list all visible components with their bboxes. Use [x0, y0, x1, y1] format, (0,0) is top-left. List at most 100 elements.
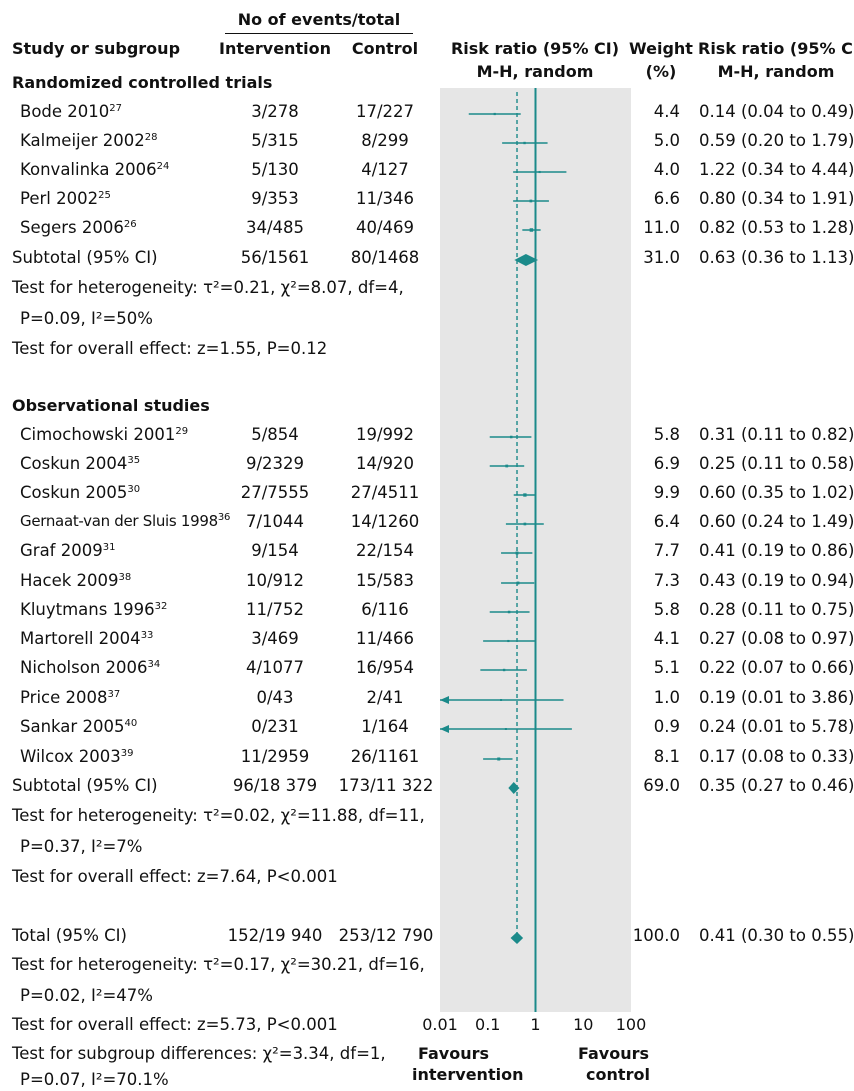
intervention-events: 27/7555 [215, 485, 335, 502]
study-weight: 5.0 [628, 133, 680, 150]
study-name: Cimochowski 200129 [20, 427, 188, 444]
study-name: Bode 201027 [20, 104, 122, 121]
point-estimate [508, 611, 511, 614]
study-risk-ratio: 0.19 (0.01 to 3.86) [699, 690, 854, 707]
risk-ratio-plot-subheader: M-H, random [438, 64, 632, 80]
subgroup-differences-test: Test for subgroup differences: χ²=3.34, … [12, 1046, 386, 1063]
study-name: Price 200837 [20, 690, 120, 707]
study-name: Konvalinka 200624 [20, 162, 169, 179]
point-estimate [517, 582, 520, 585]
study-risk-ratio: 0.59 (0.20 to 1.79) [699, 133, 854, 150]
study-name: Gernaat-van der Sluis 199836 [20, 514, 230, 529]
study-risk-ratio: 0.25 (0.11 to 0.58) [699, 456, 854, 473]
study-weight: 5.8 [628, 602, 680, 619]
control-events: 17/227 [340, 104, 430, 121]
control-events: 19/992 [340, 427, 430, 444]
subtotal-label: Subtotal (95% CI) [12, 250, 158, 267]
intervention-events: 0/43 [215, 690, 335, 707]
study-column-header: Study or subgroup [12, 41, 180, 57]
subtotal-control: 173/11 322 [336, 778, 436, 795]
point-estimate [530, 228, 533, 231]
point-estimate [516, 552, 519, 555]
study-risk-ratio: 0.17 (0.08 to 0.33) [699, 749, 854, 766]
control-events: 11/466 [340, 631, 430, 648]
study-risk-ratio: 1.22 (0.34 to 4.44) [699, 162, 854, 179]
intervention-events: 5/315 [215, 133, 335, 150]
study-name: Kalmeijer 200228 [20, 133, 158, 150]
study-weight: 11.0 [628, 220, 680, 237]
group-title-observational: Observational studies [12, 398, 210, 414]
axis-tick-label: 100 [616, 1015, 647, 1034]
control-events: 1/164 [340, 719, 430, 736]
total-weight: 100.0 [628, 928, 680, 945]
intervention-events: 0/231 [215, 719, 335, 736]
study-weight: 4.1 [628, 631, 680, 648]
study-risk-ratio: 0.60 (0.35 to 1.02) [699, 485, 854, 502]
risk-ratio-plot-header: Risk ratio (95% CI) [438, 41, 632, 57]
intervention-column-header: Intervention [215, 41, 335, 57]
axis-tick-label: 1 [530, 1015, 540, 1034]
intervention-events: 3/469 [215, 631, 335, 648]
subgroup-differences-test-p: P=0.07, I²=70.1% [20, 1072, 169, 1089]
heterogeneity-test-p: P=0.37, I²=7% [20, 839, 143, 856]
total-heterogeneity-test-p: P=0.02, I²=47% [20, 988, 153, 1005]
total-risk-ratio: 0.41 (0.30 to 0.55) [699, 928, 854, 945]
study-weight: 5.1 [628, 660, 680, 677]
point-estimate [503, 669, 505, 671]
study-risk-ratio: 0.82 (0.53 to 1.28) [699, 220, 854, 237]
study-name: Nicholson 200634 [20, 660, 160, 677]
risk-ratio-value-subheader: M-H, random [698, 64, 854, 80]
subtotal-risk-ratio: 0.35 (0.27 to 0.46) [699, 778, 854, 795]
study-risk-ratio: 0.60 (0.24 to 1.49) [699, 514, 854, 531]
study-name: Kluytmans 199632 [20, 602, 167, 619]
overall-effect-test: Test for overall effect: z=7.64, P<0.001 [12, 869, 338, 886]
intervention-events: 11/752 [215, 602, 335, 619]
favours-control-label-2: control [578, 1067, 658, 1083]
study-name: Segers 200626 [20, 220, 137, 237]
study-risk-ratio: 0.24 (0.01 to 5.78) [699, 719, 854, 736]
risk-ratio-value-header: Risk ratio (95% CI) [698, 41, 854, 57]
intervention-events: 7/1044 [215, 514, 335, 531]
total-control: 253/12 790 [336, 928, 436, 945]
study-weight: 7.3 [628, 573, 680, 590]
study-risk-ratio: 0.43 (0.19 to 0.94) [699, 573, 854, 590]
intervention-events: 11/2959 [215, 749, 335, 766]
study-risk-ratio: 0.80 (0.34 to 1.91) [699, 191, 854, 208]
point-estimate [524, 523, 527, 526]
study-name: Graf 200931 [20, 543, 115, 560]
events-title: No of events/total [225, 12, 413, 28]
study-name: Sankar 200540 [20, 719, 137, 736]
total-overall-effect-test: Test for overall effect: z=5.73, P<0.001 [12, 1017, 338, 1034]
control-events: 2/41 [340, 690, 430, 707]
subtotal-label: Subtotal (95% CI) [12, 778, 158, 795]
control-events: 15/583 [340, 573, 430, 590]
control-column-header: Control [340, 41, 430, 57]
favours-intervention-label: Favours [418, 1046, 488, 1062]
control-events: 14/1260 [340, 514, 430, 531]
intervention-events: 10/912 [215, 573, 335, 590]
study-weight: 1.0 [628, 690, 680, 707]
weight-column-header: Weight [628, 41, 694, 57]
point-estimate [500, 699, 502, 701]
control-events: 40/469 [340, 220, 430, 237]
intervention-events: 34/485 [215, 220, 335, 237]
study-name: Coskun 200435 [20, 456, 140, 473]
study-risk-ratio: 0.27 (0.08 to 0.97) [699, 631, 854, 648]
point-estimate [539, 171, 541, 173]
study-weight: 6.6 [628, 191, 680, 208]
point-estimate [507, 640, 509, 642]
intervention-events: 4/1077 [215, 660, 335, 677]
point-estimate [494, 113, 496, 115]
intervention-events: 9/154 [215, 543, 335, 560]
study-risk-ratio: 0.22 (0.07 to 0.66) [699, 660, 854, 677]
point-estimate [505, 728, 507, 730]
intervention-events: 9/2329 [215, 456, 335, 473]
group-title-rct: Randomized controlled trials [12, 75, 272, 91]
subtotal-risk-ratio: 0.63 (0.36 to 1.13) [699, 250, 854, 267]
study-weight: 4.0 [628, 162, 680, 179]
favours-intervention-label-2: intervention [412, 1067, 522, 1083]
control-events: 14/920 [340, 456, 430, 473]
subtotal-intervention: 96/18 379 [215, 778, 335, 795]
control-events: 4/127 [340, 162, 430, 179]
axis-tick-label: 0.1 [475, 1015, 500, 1034]
